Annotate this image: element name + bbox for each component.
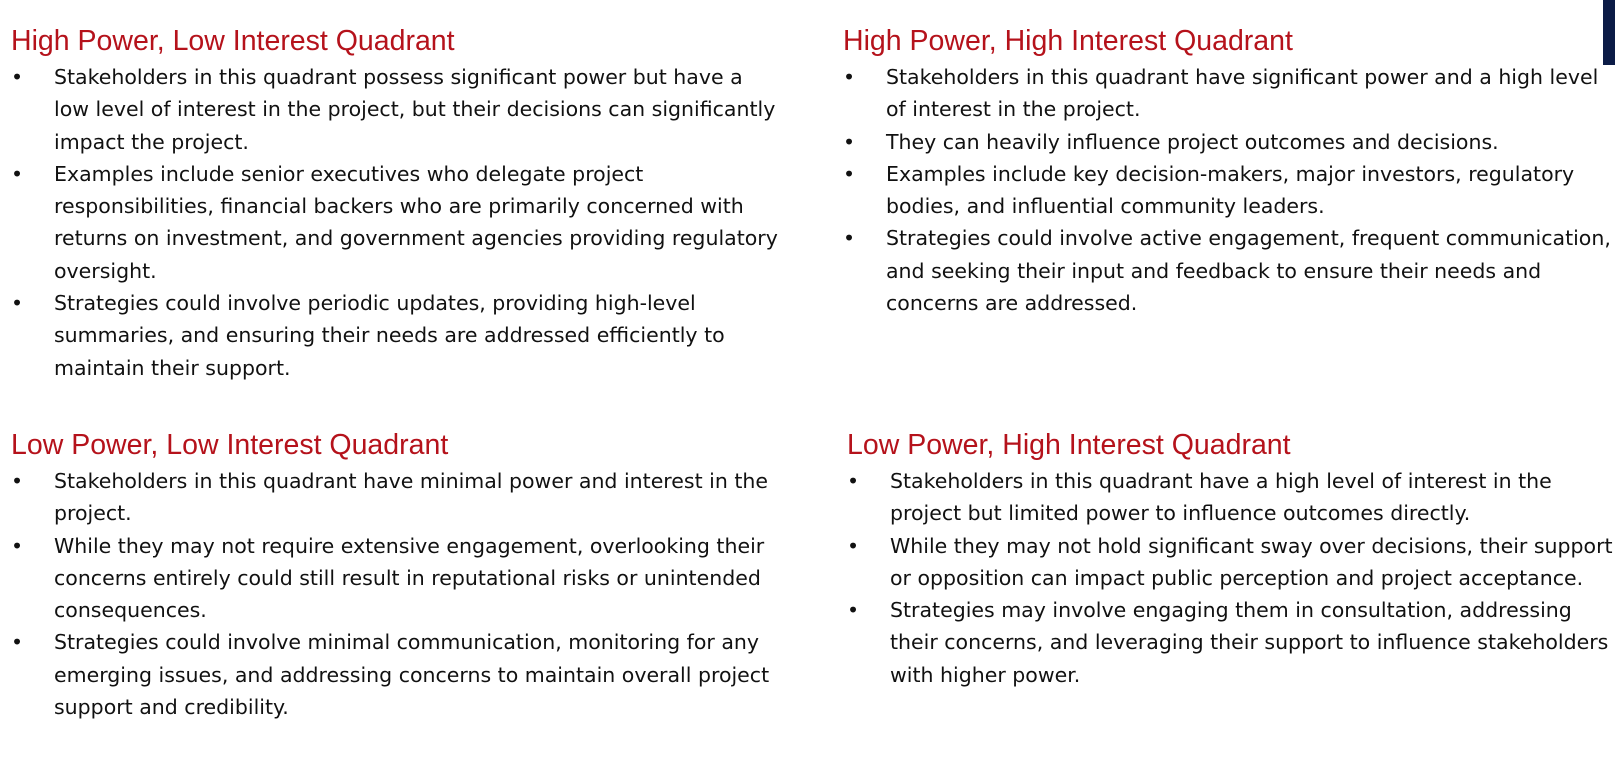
list-item-text: Stakeholders in this quadrant have minim… [54, 469, 768, 526]
bullet-icon: • [847, 533, 860, 558]
list-item-text: Examples include senior executives who d… [54, 161, 778, 283]
list-item-text: Strategies could involve periodic update… [54, 291, 725, 380]
list-item: • Stakeholders in this quadrant have sign… [843, 61, 1613, 126]
bullet-icon: • [11, 630, 24, 655]
list-item: • They can heavily influence project outc… [843, 126, 1613, 158]
bullet-list: • Stakeholders in this quadrant have a hi… [847, 465, 1615, 691]
bullet-icon: • [847, 469, 860, 493]
list-item-text: Strategies may involve engaging them in … [890, 598, 1609, 687]
list-item: • Stakeholders in this quadrant have mini… [11, 465, 781, 530]
list-item-text: Stakeholders in this quadrant have signi… [886, 65, 1599, 122]
list-item: • Examples include senior executives who … [11, 158, 781, 287]
quadrant-title: High Power, High Interest Quadrant [843, 25, 1293, 57]
list-item-text: While they may not hold significant sway… [890, 533, 1613, 590]
quadrant-title: High Power, Low Interest Quadrant [11, 25, 455, 57]
list-item: • Strategies may involve engaging them in… [847, 594, 1615, 691]
list-item: • Strategies could involve minimal commun… [11, 626, 781, 723]
bullet-icon: • [843, 129, 856, 154]
bullet-icon: • [11, 469, 24, 493]
bullet-list: • Stakeholders in this quadrant have mini… [11, 465, 781, 723]
list-item-text: Stakeholders in this quadrant have a hig… [890, 469, 1552, 526]
bullet-list: • Stakeholders in this quadrant possess s… [11, 61, 781, 384]
list-item-text: Strategies could involve minimal communi… [54, 630, 770, 720]
bullet-icon: • [11, 291, 24, 316]
list-item: • Strategies could involve periodic updat… [11, 287, 781, 384]
bullet-icon: • [11, 533, 24, 558]
list-item-text: Stakeholders in this quadrant possess si… [54, 65, 776, 154]
quadrant-title: Low Power, High Interest Quadrant [847, 429, 1291, 461]
bullet-icon: • [847, 598, 860, 623]
list-item: • Strategies could involve active engagem… [843, 222, 1613, 319]
bullet-icon: • [11, 65, 24, 89]
quadrant-low-power-high-interest: Low Power, High Interest Quadrant • Stake… [847, 428, 1615, 691]
bullet-list: • Stakeholders in this quadrant have sign… [843, 61, 1613, 319]
corner-accent-bar [1603, 0, 1615, 65]
list-item: • Examples include key decision-makers, m… [843, 158, 1613, 223]
list-item-text: While they may not require extensive eng… [54, 533, 765, 623]
list-item: • Stakeholders in this quadrant have a hi… [847, 465, 1615, 530]
list-item: • While they may not hold significant swa… [847, 530, 1615, 595]
quadrant-high-power-low-interest: High Power, Low Interest Quadrant • Stake… [11, 24, 781, 384]
list-item: • Stakeholders in this quadrant possess s… [11, 61, 781, 158]
quadrant-low-power-low-interest: Low Power, Low Interest Quadrant • Stakeh… [11, 428, 781, 723]
bullet-icon: • [11, 161, 24, 186]
list-item-text: Examples include key decision-makers, ma… [886, 161, 1575, 219]
bullet-icon: • [843, 226, 856, 251]
quadrant-title: Low Power, Low Interest Quadrant [11, 429, 449, 461]
bullet-icon: • [843, 161, 856, 186]
list-item-text: Strategies could involve active engageme… [886, 226, 1611, 316]
list-item-text: They can heavily influence project outco… [886, 129, 1499, 154]
list-item: • While they may not require extensive en… [11, 530, 781, 627]
bullet-icon: • [843, 65, 856, 89]
quadrant-high-power-high-interest: High Power, High Interest Quadrant • Stak… [843, 24, 1613, 319]
